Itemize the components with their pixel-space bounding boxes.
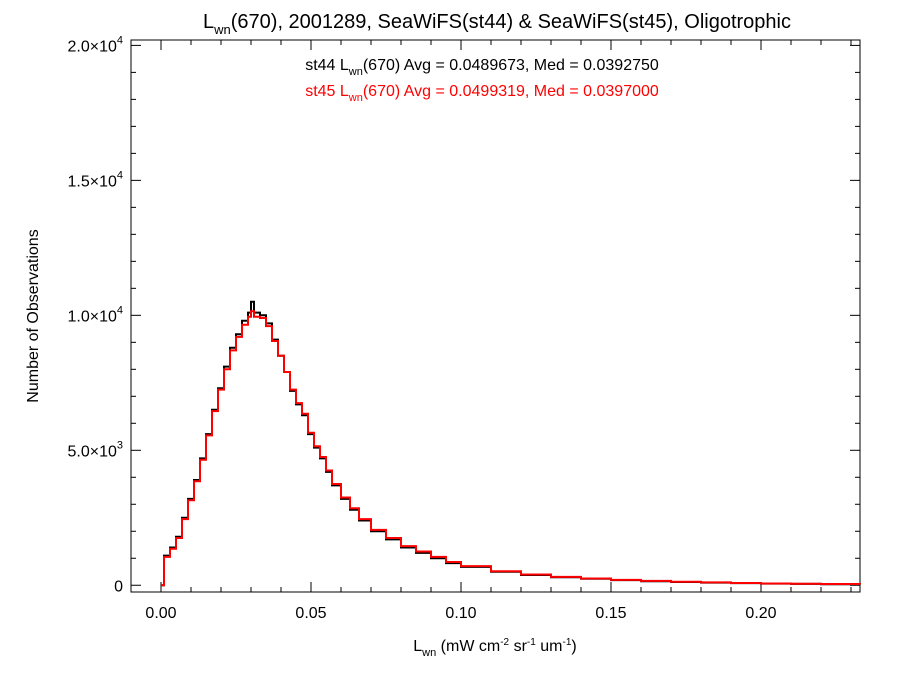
x-axis-label: Lwn (mW cm-2 sr-1 um-1) xyxy=(413,637,576,659)
y-tick-mantissa: 2.0×10 xyxy=(67,38,116,55)
y-tick-mantissa: 5.0×10 xyxy=(67,443,116,460)
x-tick-label: 0.00 xyxy=(145,605,176,622)
x-tick-label: 0.20 xyxy=(745,605,776,622)
x-axis-ticks: 0.00 0.05 0.10 0.15 0.20 xyxy=(145,40,852,622)
title-sub: wn xyxy=(213,22,231,37)
xlabel-mid3: um xyxy=(536,638,563,655)
xlabel-mid2: sr xyxy=(509,638,527,655)
y-tick-exponent: 4 xyxy=(117,304,123,316)
y-tick-exponent: 4 xyxy=(117,34,123,46)
xlabel-sup1: -2 xyxy=(500,637,509,648)
annotation-st44: st44 Lwn(670) Avg = 0.0489673, Med = 0.0… xyxy=(305,57,659,78)
y-tick-label: 1.0×104 xyxy=(67,304,123,325)
xlabel-pre: L xyxy=(413,638,422,655)
plot-frame xyxy=(130,39,861,593)
annotation-st45-pre: st45 L xyxy=(305,83,349,100)
y-tick-mantissa: 1.0×10 xyxy=(67,308,116,325)
xlabel-sub: wn xyxy=(421,647,436,659)
xlabel-post: ) xyxy=(571,638,576,655)
annotation-st44-pre: st44 L xyxy=(305,57,349,74)
xlabel-sup3: -1 xyxy=(562,637,571,648)
annotation-st45-post: (670) Avg = 0.0499319, Med = 0.0397000 xyxy=(363,83,659,100)
annotation-st44-sub: wn xyxy=(348,66,363,78)
title-post: (670), 2001289, SeaWiFS(st44) & SeaWiFS(… xyxy=(231,11,791,33)
series-st44-line xyxy=(161,300,861,587)
x-tick-label: 0.05 xyxy=(295,605,326,622)
xlabel-sup2: -1 xyxy=(527,637,536,648)
y-tick-label: 1.5×104 xyxy=(67,169,123,190)
y-axis-label: Number of Observations xyxy=(25,229,42,402)
xlabel-mid1: (mW cm xyxy=(436,638,500,655)
x-tick-label: 0.10 xyxy=(445,605,476,622)
x-tick-label: 0.15 xyxy=(595,605,626,622)
title-pre: L xyxy=(203,11,214,33)
y-tick-label: 5.0×103 xyxy=(67,439,123,460)
y-tick-label: 2.0×104 xyxy=(67,34,123,55)
annotation-st45-sub: wn xyxy=(348,92,363,104)
annotation-st44-post: (670) Avg = 0.0489673, Med = 0.0392750 xyxy=(363,57,659,74)
y-tick-exponent: 3 xyxy=(117,439,123,451)
y-tick-label: 0 xyxy=(114,578,123,595)
annotation-st45: st45 Lwn(670) Avg = 0.0499319, Med = 0.0… xyxy=(305,83,659,104)
y-tick-mantissa: 1.5×10 xyxy=(67,173,116,190)
y-tick-mantissa: 0 xyxy=(114,578,123,595)
chart-title: Lwn(670), 2001289, SeaWiFS(st44) & SeaWi… xyxy=(203,11,791,37)
series-layer xyxy=(161,300,861,587)
y-tick-exponent: 4 xyxy=(117,169,123,181)
series-st45-line xyxy=(161,310,861,587)
